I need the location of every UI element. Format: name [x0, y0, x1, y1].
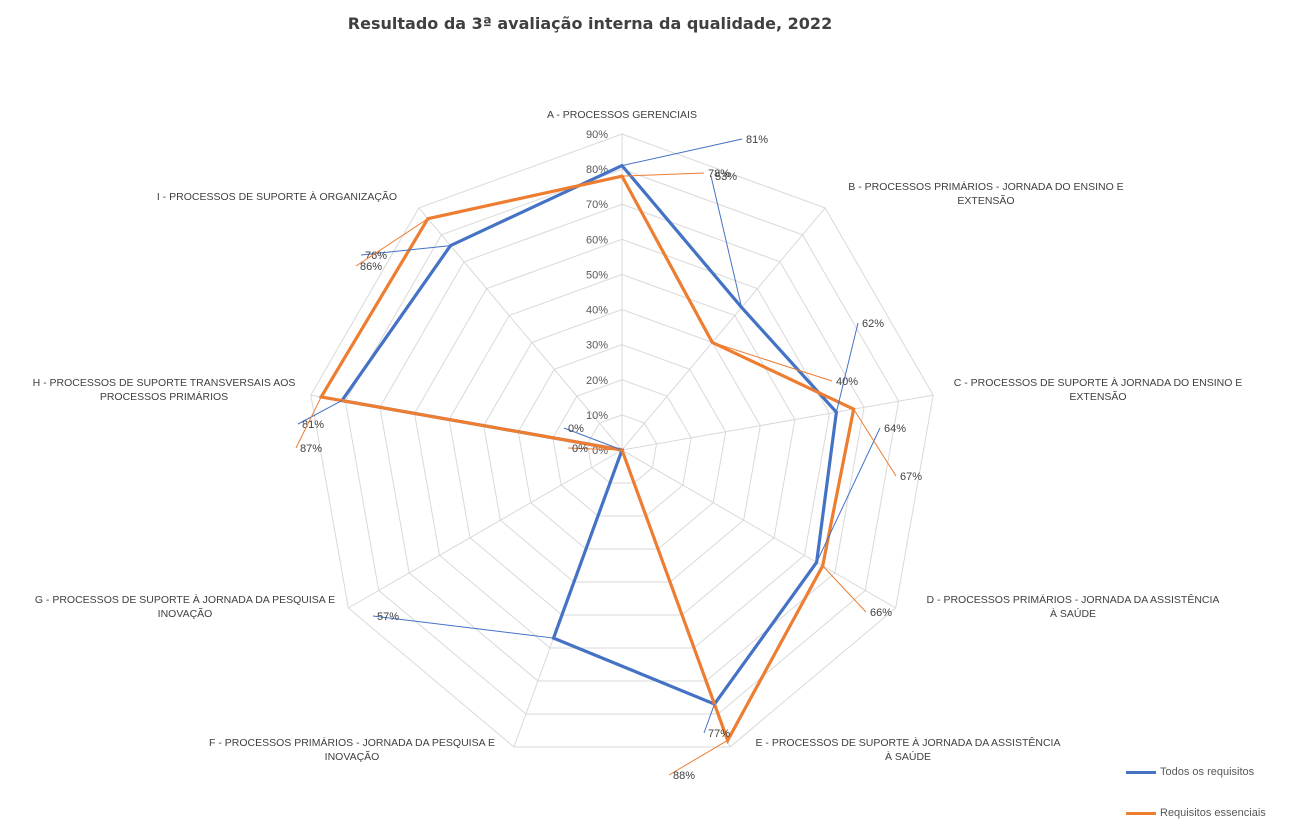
leader-line: [668, 739, 728, 776]
category-label-line: PROCESSOS PRIMÁRIOS: [100, 390, 228, 403]
category-label-line: EXTENSÃO: [957, 194, 1014, 207]
data-label: 81%: [746, 134, 768, 146]
category-label-line: I - PROCESSOS DE SUPORTE À ORGANIZAÇÃO: [157, 190, 397, 203]
category-label-line: EXTENSÃO: [1069, 390, 1126, 403]
category-label-line: B - PROCESSOS PRIMÁRIOS - JORNADA DO ENS…: [848, 180, 1123, 193]
category-label: G - PROCESSOS DE SUPORTE À JORNADA DA PE…: [35, 593, 335, 620]
leader-line: [621, 138, 743, 167]
grid-ring: [379, 203, 865, 682]
data-label: 40%: [836, 376, 858, 388]
legend-swatch-blue: [1126, 770, 1156, 774]
leader-line: [853, 408, 897, 477]
data-label: 88%: [673, 770, 695, 782]
grid-spoke: [418, 207, 623, 451]
series-essenciais-line: [318, 174, 856, 745]
radial-tick-label: 90%: [586, 129, 608, 141]
data-label: 86%: [360, 261, 382, 273]
leader-line: [822, 565, 867, 613]
category-label-line: INOVAÇÃO: [158, 607, 213, 620]
leader-line: [372, 615, 554, 639]
radial-tick-label: 30%: [586, 340, 608, 352]
legend-item-todos: Todos os requisitos: [1126, 766, 1254, 778]
grid-spoke: [348, 449, 623, 609]
grid-ring: [414, 238, 830, 649]
category-label: H - PROCESSOS DE SUPORTE TRANSVERSAIS AO…: [33, 377, 296, 403]
data-label: 62%: [862, 318, 884, 330]
radial-tick-label: 70%: [586, 199, 608, 211]
category-label-line: G - PROCESSOS DE SUPORTE À JORNADA DA PE…: [35, 593, 335, 606]
data-label: 87%: [300, 443, 322, 455]
category-label-line: D - PROCESSOS PRIMÁRIOS - JORNADA DA ASS…: [927, 593, 1220, 606]
category-label: F - PROCESSOS PRIMÁRIOS - JORNADA DA PES…: [209, 736, 495, 763]
data-label: 64%: [884, 423, 906, 435]
data-label: 66%: [870, 607, 892, 619]
grid-spoke: [621, 394, 934, 451]
grid-ring: [586, 414, 658, 484]
leader-line: [703, 703, 715, 734]
legend-item-essenciais: Requisitos essenciais: [1126, 807, 1266, 819]
data-label: 53%: [715, 171, 737, 183]
category-label-line: H - PROCESSOS DE SUPORTE TRANSVERSAIS AO…: [33, 377, 296, 389]
leader-line: [297, 400, 343, 425]
category-label-line: E - PROCESSOS DE SUPORTE À JORNADA DA AS…: [756, 736, 1061, 749]
category-label-line: INOVAÇÃO: [325, 750, 380, 763]
grid-ring: [552, 379, 692, 517]
leader-line: [621, 172, 705, 177]
radial-tick-label: 40%: [586, 305, 608, 317]
leader-line: [835, 322, 859, 413]
data-label: 76%: [365, 250, 387, 262]
category-label: C - PROCESSOS DE SUPORTE À JORNADA DO EN…: [954, 376, 1243, 403]
leader-line: [712, 341, 833, 382]
data-label: 81%: [302, 419, 324, 431]
category-label: B - PROCESSOS PRIMÁRIOS - JORNADA DO ENS…: [848, 180, 1123, 207]
data-labels: 81% 53% 62% 64% 77% 57% 0% 81% 76% 78% 40% 67% 66% 88…: [295, 134, 922, 782]
grid-ring: [344, 168, 900, 715]
leader-line: [295, 396, 322, 449]
category-label-line: C - PROCESSOS DE SUPORTE À JORNADA DO EN…: [954, 376, 1243, 389]
legend-swatch-orange: [1126, 811, 1156, 815]
grid-spoke: [621, 207, 826, 451]
data-label: 0%: [568, 423, 584, 435]
category-labels: A - PROCESSOS GERENCIAIS B - PROCESSOS PR…: [33, 109, 1243, 763]
category-label: A - PROCESSOS GERENCIAIS: [547, 109, 697, 121]
radial-tick-label: 60%: [586, 234, 608, 246]
data-label: 77%: [708, 728, 730, 740]
leader-line: [816, 427, 881, 563]
data-label: 67%: [900, 471, 922, 483]
radial-tick-label: 50%: [586, 269, 608, 281]
chart-title: Resultado da 3ª avaliação interna da qua…: [347, 14, 833, 33]
category-label-line: A - PROCESSOS GERENCIAIS: [547, 109, 697, 121]
grid-ring: [310, 133, 934, 748]
legend-label-essenciais: Requisitos essenciais: [1160, 807, 1266, 819]
leader-line: [710, 175, 743, 308]
radar-grid: [310, 133, 934, 748]
grid-ring: [517, 344, 727, 550]
category-label: E - PROCESSOS DE SUPORTE À JORNADA DA AS…: [756, 736, 1061, 763]
category-label: I - PROCESSOS DE SUPORTE À ORGANIZAÇÃO: [157, 190, 397, 203]
grid-ring: [483, 309, 761, 583]
category-label-line: À SAÚDE: [1050, 607, 1096, 620]
radial-tick-label: 10%: [586, 410, 608, 422]
category-label: D - PROCESSOS PRIMÁRIOS - JORNADA DA ASS…: [927, 593, 1220, 620]
data-label: 78%: [708, 168, 730, 180]
leader-line: [563, 427, 623, 451]
category-label-line: F - PROCESSOS PRIMÁRIOS - JORNADA DA PES…: [209, 736, 495, 749]
category-label-line: À SAÚDE: [885, 750, 931, 763]
data-label: 57%: [377, 611, 399, 623]
series-todos-line: [339, 163, 839, 707]
grid-spoke: [621, 449, 896, 609]
legend-label-todos: Todos os requisitos: [1160, 766, 1255, 778]
leader-line: [355, 218, 429, 267]
data-label: 0%: [572, 443, 588, 455]
radial-tick-label: 20%: [586, 375, 608, 387]
leader-line: [567, 447, 623, 451]
